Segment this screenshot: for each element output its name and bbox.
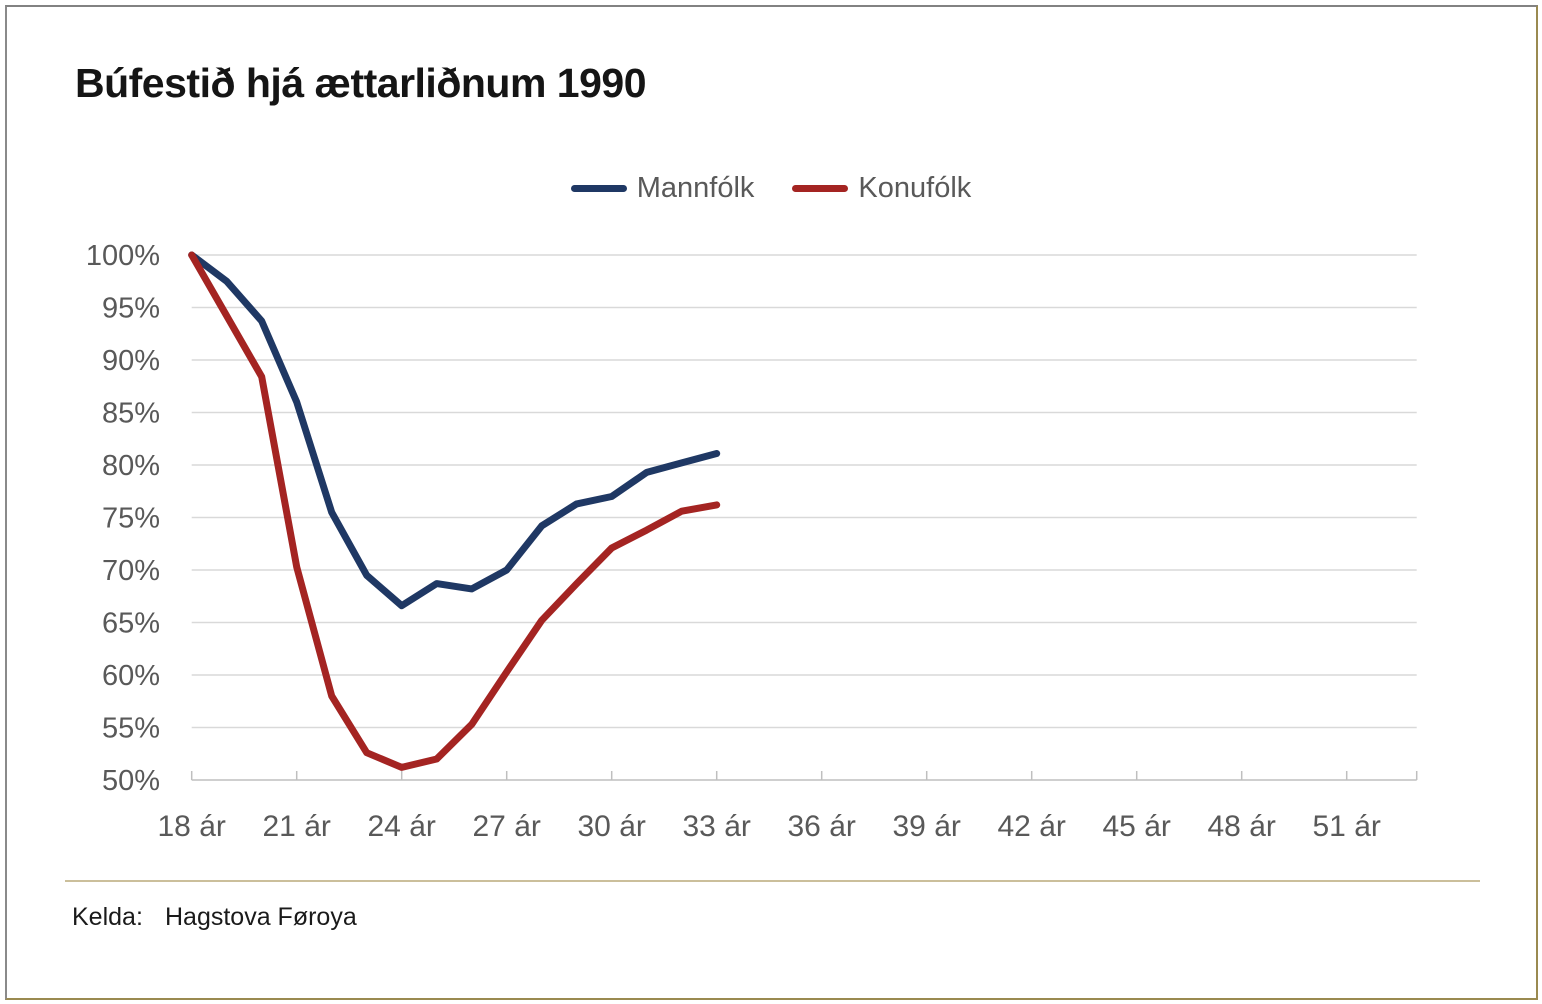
x-tick-label: 51 ár	[1313, 810, 1381, 843]
x-tick-label: 24 ár	[368, 810, 436, 843]
x-tick-label: 30 ár	[578, 810, 646, 843]
y-tick-label: 95%	[102, 293, 160, 325]
legend-swatch-konufolk-icon	[792, 185, 849, 192]
x-tick-label: 39 ár	[893, 810, 961, 843]
x-tick-label: 48 ár	[1208, 810, 1276, 843]
series-line-konufólk	[188, 251, 721, 771]
y-tick-label: 80%	[102, 450, 160, 482]
y-tick-label: 60%	[102, 660, 160, 692]
chart-title: Búfestið hjá ættarliðnum 1990	[75, 60, 647, 106]
legend-label-mannfolk: Mannfólk	[636, 172, 755, 204]
x-tick-label: 45 ár	[1103, 810, 1171, 843]
y-tick-label: 55%	[102, 713, 160, 745]
legend-item-konufolk: Konufólk	[792, 172, 971, 205]
chart-legend: Mannfólk Konufólk	[0, 172, 1542, 205]
legend-swatch-mannfolk-icon	[570, 185, 627, 192]
y-tick-label: 70%	[102, 555, 160, 587]
y-tick-label: 65%	[102, 608, 160, 640]
footer-divider	[65, 880, 1480, 882]
source-label: Kelda:	[72, 903, 143, 931]
y-tick-label: 50%	[102, 765, 160, 797]
y-tick-label: 100%	[86, 240, 160, 272]
source-value: Hagstova Føroya	[165, 903, 357, 931]
x-tick-label: 27 ár	[473, 810, 541, 843]
legend-item-mannfolk: Mannfólk	[570, 172, 755, 205]
y-tick-label: 85%	[102, 398, 160, 430]
legend-label-konufolk: Konufólk	[858, 172, 972, 204]
y-tick-label: 90%	[102, 345, 160, 377]
page-border-frame	[5, 5, 1538, 1000]
x-tick-label: 36 ár	[788, 810, 856, 843]
x-tick-label: 42 ár	[998, 810, 1066, 843]
y-tick-label: 75%	[102, 503, 160, 535]
x-tick-label: 18 ár	[158, 810, 226, 843]
x-tick-label: 33 ár	[683, 810, 751, 843]
source-note: Kelda: Hagstova Føroya	[72, 903, 357, 932]
series-line-mannfólk	[188, 251, 721, 610]
x-tick-label: 21 ár	[263, 810, 331, 843]
